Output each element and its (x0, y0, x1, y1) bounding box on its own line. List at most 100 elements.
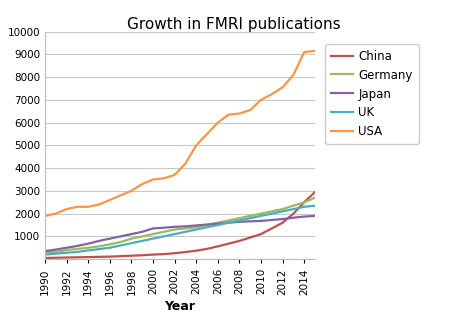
UK (64, 251, 69, 255)
China (53, 256, 58, 260)
UK (86, 249, 91, 252)
USA (75, 205, 80, 209)
UK (215, 223, 220, 227)
Japan (280, 217, 285, 221)
Germany (204, 223, 210, 227)
Germany (107, 242, 112, 246)
Japan (86, 242, 91, 246)
USA (280, 85, 285, 89)
USA (215, 121, 220, 125)
UK (258, 214, 264, 218)
USA (161, 176, 166, 180)
UK (291, 207, 296, 211)
Germany (150, 232, 156, 236)
USA (64, 207, 69, 211)
Line: UK: UK (45, 206, 315, 255)
USA (150, 178, 156, 181)
Japan (291, 216, 296, 220)
China (280, 221, 285, 225)
Germany (140, 234, 145, 238)
Germany (64, 248, 69, 252)
Germany (291, 204, 296, 208)
Germany (75, 247, 80, 251)
China (291, 212, 296, 216)
China (248, 236, 253, 240)
Japan (215, 222, 220, 226)
USA (237, 112, 242, 115)
Germany (248, 214, 253, 218)
Japan (183, 224, 188, 228)
UK (183, 230, 188, 234)
UK (150, 237, 156, 240)
Japan (161, 226, 166, 230)
Germany (215, 221, 220, 225)
Germany (302, 200, 307, 204)
USA (183, 162, 188, 166)
Germany (42, 250, 48, 254)
China (96, 255, 102, 259)
UK (302, 205, 307, 209)
China (86, 255, 91, 259)
USA (302, 50, 307, 54)
UK (96, 247, 102, 251)
Germany (183, 227, 188, 230)
China (302, 200, 307, 204)
Germany (237, 216, 242, 220)
X-axis label: Year: Year (165, 300, 195, 313)
Japan (194, 223, 199, 227)
China (107, 255, 112, 258)
USA (118, 193, 123, 197)
UK (53, 252, 58, 256)
China (215, 245, 220, 248)
Germany (194, 225, 199, 229)
Japan (204, 223, 210, 227)
Line: Germany: Germany (45, 198, 315, 252)
Germany (172, 228, 177, 231)
Germany (86, 246, 91, 250)
Japan (107, 237, 112, 240)
China (194, 249, 199, 252)
Line: USA: USA (45, 51, 315, 216)
China (258, 232, 264, 236)
UK (140, 239, 145, 243)
Japan (118, 234, 123, 238)
China (226, 242, 231, 246)
Japan (42, 249, 48, 253)
UK (194, 228, 199, 231)
China (312, 190, 318, 194)
USA (129, 189, 134, 193)
China (204, 247, 210, 251)
UK (204, 225, 210, 229)
UK (42, 253, 48, 257)
China (150, 253, 156, 257)
Japan (53, 248, 58, 252)
Germany (280, 207, 285, 211)
UK (118, 244, 123, 247)
Japan (140, 230, 145, 234)
USA (258, 98, 264, 102)
Japan (269, 218, 274, 222)
Japan (312, 214, 318, 218)
Legend: China, Germany, Japan, UK, USA: China, Germany, Japan, UK, USA (325, 44, 419, 144)
USA (204, 132, 210, 136)
Japan (150, 227, 156, 230)
China (140, 253, 145, 257)
Japan (96, 239, 102, 243)
Japan (64, 246, 69, 250)
Germany (312, 196, 318, 200)
UK (237, 219, 242, 222)
Line: Japan: Japan (45, 216, 315, 251)
USA (312, 49, 318, 53)
China (118, 254, 123, 258)
UK (129, 241, 134, 245)
Germany (129, 237, 134, 240)
USA (172, 173, 177, 177)
Germany (118, 240, 123, 244)
UK (248, 216, 253, 220)
USA (194, 143, 199, 147)
UK (161, 234, 166, 238)
Germany (53, 250, 58, 254)
UK (107, 246, 112, 250)
UK (269, 212, 274, 216)
China (269, 227, 274, 230)
